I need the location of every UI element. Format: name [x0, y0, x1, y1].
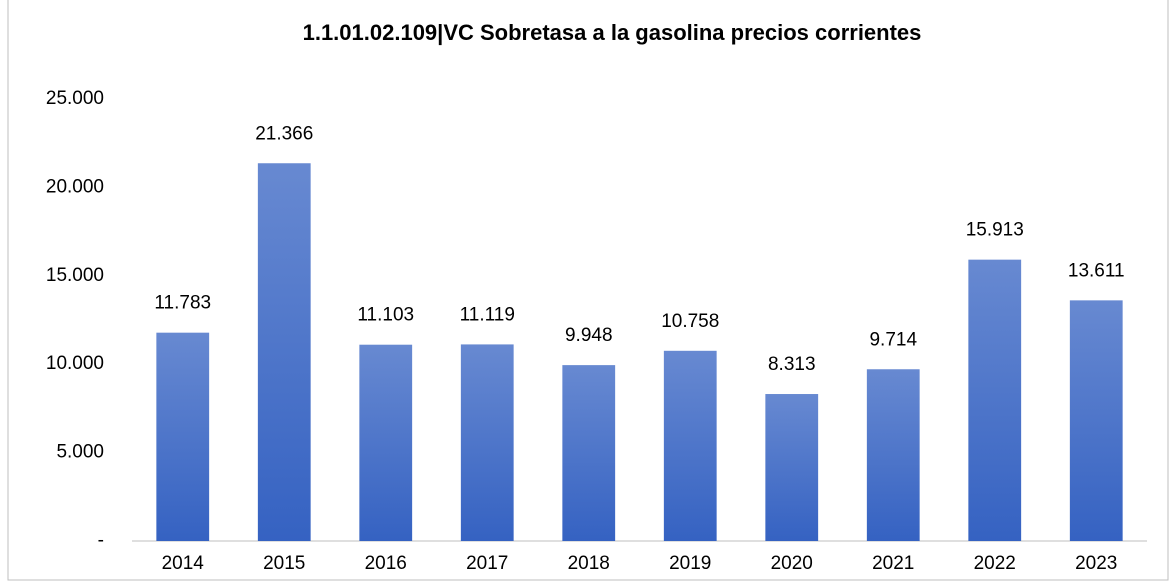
bar [1069, 300, 1123, 541]
data-label: 13.611 [1068, 260, 1125, 281]
y-tick-label: 5.000 [56, 442, 104, 463]
data-label: 11.103 [357, 305, 414, 326]
bar [562, 365, 616, 541]
x-tick-label: 2017 [466, 553, 508, 574]
bar [359, 344, 413, 541]
data-label: 8.313 [768, 354, 816, 375]
y-tick-label: - [98, 530, 104, 551]
data-label: 11.783 [154, 293, 211, 314]
bar [257, 163, 311, 541]
x-tick-label: 2014 [162, 553, 205, 574]
x-tick-label: 2018 [568, 553, 610, 574]
chart-title: 1.1.01.02.109|VC Sobretasa a la gasolina… [303, 20, 922, 45]
x-tick-label: 2016 [365, 553, 407, 574]
data-label: 9.948 [565, 325, 613, 346]
data-label: 11.119 [460, 304, 515, 325]
y-tick-label: 25.000 [46, 88, 104, 109]
bar [866, 369, 920, 541]
bar [663, 350, 717, 541]
bar [460, 344, 514, 541]
y-tick-label: 15.000 [46, 265, 104, 286]
x-tick-label: 2023 [1075, 553, 1117, 574]
data-label: 10.758 [661, 311, 719, 332]
x-tick-label: 2022 [974, 553, 1016, 574]
x-tick-label: 2021 [872, 553, 914, 574]
y-tick-label: 10.000 [46, 353, 104, 374]
data-label: 15.913 [966, 220, 1024, 241]
bar [968, 259, 1022, 541]
y-tick-label: 20.000 [46, 176, 104, 197]
x-tick-label: 2020 [771, 553, 813, 574]
bar [156, 332, 210, 541]
x-tick-label: 2019 [669, 553, 711, 574]
data-label: 21.366 [255, 123, 313, 144]
bar [765, 394, 819, 541]
data-label: 9.714 [869, 329, 917, 350]
x-tick-label: 2015 [263, 553, 305, 574]
